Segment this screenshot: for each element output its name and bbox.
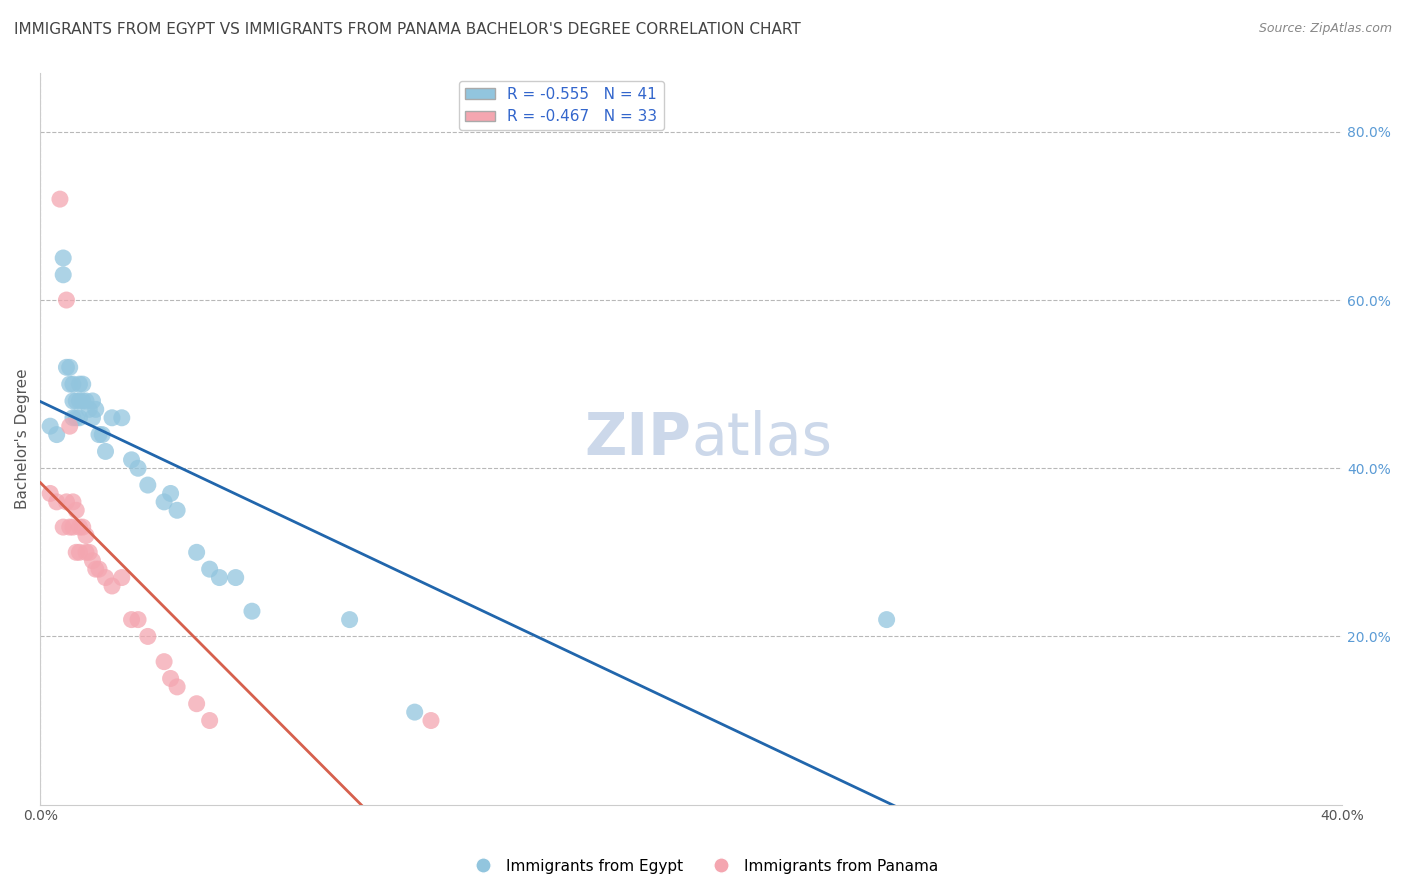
Point <box>420 714 443 728</box>
Point <box>49 192 72 206</box>
Point <box>404 705 426 719</box>
Point <box>127 613 149 627</box>
Point <box>84 402 107 417</box>
Point <box>87 562 110 576</box>
Point <box>136 629 159 643</box>
Point <box>121 613 143 627</box>
Point <box>52 520 75 534</box>
Point <box>72 520 94 534</box>
Point <box>240 604 263 618</box>
Point <box>77 545 100 559</box>
Point <box>339 613 361 627</box>
Text: atlas: atlas <box>692 410 832 467</box>
Point <box>69 377 91 392</box>
Point <box>198 714 221 728</box>
Point <box>69 520 91 534</box>
Text: Source: ZipAtlas.com: Source: ZipAtlas.com <box>1258 22 1392 36</box>
Point <box>82 394 104 409</box>
Point <box>59 360 82 375</box>
Legend: R = -0.555   N = 41, R = -0.467   N = 33: R = -0.555 N = 41, R = -0.467 N = 33 <box>458 80 664 130</box>
Point <box>75 394 97 409</box>
Point <box>82 554 104 568</box>
Point <box>166 680 188 694</box>
Point <box>101 579 124 593</box>
Point <box>186 545 208 559</box>
Point <box>55 360 77 375</box>
Point <box>65 545 87 559</box>
Point <box>69 410 91 425</box>
Point <box>55 293 77 307</box>
Point <box>75 545 97 559</box>
Point <box>45 495 67 509</box>
Point <box>111 410 134 425</box>
Point <box>153 495 176 509</box>
Point <box>94 444 117 458</box>
Point <box>62 377 84 392</box>
Point <box>186 697 208 711</box>
Point <box>75 528 97 542</box>
Point <box>65 503 87 517</box>
Point <box>69 545 91 559</box>
Point <box>136 478 159 492</box>
Point <box>153 655 176 669</box>
Point <box>87 427 110 442</box>
Point <box>77 402 100 417</box>
Point <box>84 562 107 576</box>
Point <box>62 495 84 509</box>
Point <box>127 461 149 475</box>
Point <box>72 377 94 392</box>
Point <box>52 251 75 265</box>
Point <box>52 268 75 282</box>
Point <box>45 427 67 442</box>
Point <box>65 410 87 425</box>
Point <box>876 613 898 627</box>
Point <box>59 520 82 534</box>
Point <box>55 495 77 509</box>
Point <box>39 486 62 500</box>
Point <box>59 419 82 434</box>
Point <box>94 570 117 584</box>
Y-axis label: Bachelor's Degree: Bachelor's Degree <box>15 368 30 509</box>
Point <box>91 427 114 442</box>
Point <box>59 377 82 392</box>
Point <box>166 503 188 517</box>
Point <box>111 570 134 584</box>
Point <box>62 520 84 534</box>
Point <box>159 672 181 686</box>
Legend: Immigrants from Egypt, Immigrants from Panama: Immigrants from Egypt, Immigrants from P… <box>461 853 945 880</box>
Point <box>72 394 94 409</box>
Point <box>65 394 87 409</box>
Text: IMMIGRANTS FROM EGYPT VS IMMIGRANTS FROM PANAMA BACHELOR'S DEGREE CORRELATION CH: IMMIGRANTS FROM EGYPT VS IMMIGRANTS FROM… <box>14 22 801 37</box>
Point <box>39 419 62 434</box>
Point <box>159 486 181 500</box>
Text: ZIP: ZIP <box>585 410 692 467</box>
Point <box>121 452 143 467</box>
Point <box>69 394 91 409</box>
Point <box>82 410 104 425</box>
Point <box>208 570 231 584</box>
Point <box>225 570 247 584</box>
Point <box>198 562 221 576</box>
Point <box>62 394 84 409</box>
Point <box>62 410 84 425</box>
Point <box>101 410 124 425</box>
